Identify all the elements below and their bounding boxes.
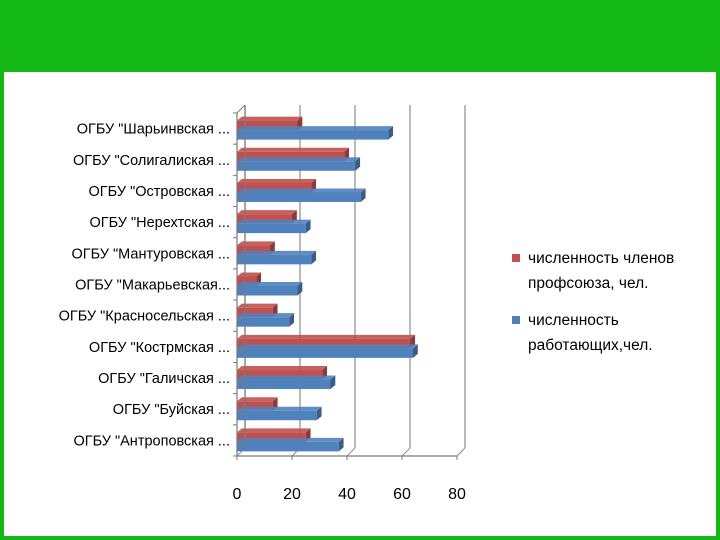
x-tick-label-2: 40 xyxy=(338,486,356,503)
gridline-floor-3 xyxy=(401,447,411,457)
bar-workers-8 xyxy=(237,188,366,202)
bar-workers-9 xyxy=(237,157,361,171)
x-tick-label-4: 80 xyxy=(448,486,466,503)
x-tick-label-1: 20 xyxy=(283,486,301,503)
label-layer: 0 20 40 60 80 ОГБУ "Антроповская ... ОГБУ "Буй… xyxy=(59,122,466,503)
bar-workers-0 xyxy=(237,437,344,452)
category-label-4: ОГБУ "Красносельская ... xyxy=(59,309,230,325)
category-label-3: ОГБУ "Кострмская ... xyxy=(89,340,230,356)
category-label-1: ОГБУ "Буйская ... xyxy=(113,402,230,418)
title-band xyxy=(0,0,720,72)
category-label-7: ОГБУ "Нерехтская ... xyxy=(89,215,230,231)
left-border xyxy=(0,72,4,540)
legend-item-members: численность членов профсоюза, чел. xyxy=(512,246,712,296)
bar-workers-4 xyxy=(237,313,295,327)
gridline-floor-2 xyxy=(346,447,356,457)
bar-workers-7 xyxy=(237,219,311,234)
category-label-5: ОГБУ "Макарьевская... xyxy=(75,278,230,294)
category-label-10: ОГБУ "Шарьинвская ... xyxy=(77,122,230,138)
category-label-8: ОГБУ "Островская ... xyxy=(89,184,230,200)
bar-layer xyxy=(237,116,418,452)
legend-swatch-members xyxy=(512,254,520,262)
axis-layer xyxy=(233,104,458,460)
x-tick-label-3: 60 xyxy=(393,486,411,503)
bar-workers-1 xyxy=(237,406,322,421)
category-label-0: ОГБУ "Антроповская ... xyxy=(73,433,230,449)
bar-workers-10 xyxy=(237,126,394,140)
category-label-2: ОГБУ "Галичская ... xyxy=(98,371,230,387)
x-tick-label-0: 0 xyxy=(233,486,242,503)
bar-workers-6 xyxy=(237,250,317,265)
bar-workers-5 xyxy=(237,282,303,296)
legend: численность членов профсоюза, чел. числе… xyxy=(512,246,712,370)
bottom-border xyxy=(0,536,720,540)
right-border xyxy=(716,72,720,540)
category-label-9: ОГБУ "Солигалиская ... xyxy=(73,153,230,169)
bar-workers-2 xyxy=(237,375,336,390)
axis-corner xyxy=(236,104,246,114)
legend-swatch-workers xyxy=(512,316,520,324)
bar-workers-3 xyxy=(237,344,418,358)
bar-members-8 xyxy=(237,178,317,193)
legend-item-workers: численность работающих,чел. xyxy=(512,308,712,358)
category-label-6: ОГБУ "Мантуровская ... xyxy=(71,246,230,262)
legend-label-workers: численность работающих,чел. xyxy=(528,312,653,354)
legend-label-members: численность членов профсоюза, чел. xyxy=(528,250,675,292)
gridline-floor-4 xyxy=(456,447,466,457)
